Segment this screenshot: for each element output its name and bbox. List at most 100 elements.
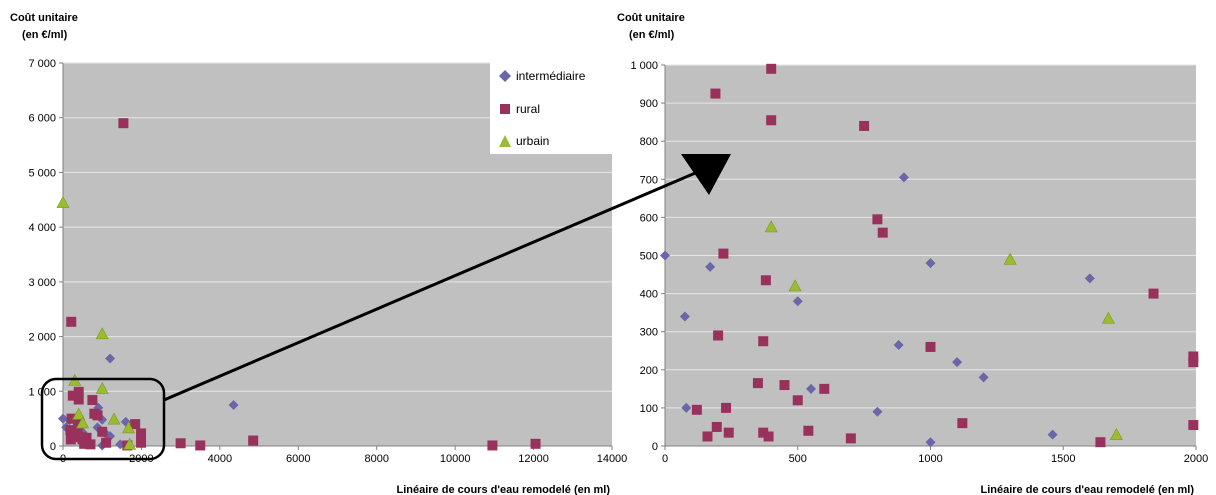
zoom-y-tick-label: 600 bbox=[640, 212, 658, 224]
zoom-series-rural-point bbox=[1095, 437, 1106, 448]
overview-x-tick-label: 10000 bbox=[440, 453, 471, 465]
zoom-series-intermediaire-point bbox=[898, 172, 909, 183]
zoom-x-tick-label: 500 bbox=[789, 453, 807, 465]
overview-series-rural-point bbox=[101, 437, 112, 448]
overview-series-urbain-point bbox=[107, 412, 121, 425]
zoom-series-intermediaire-point bbox=[925, 437, 936, 448]
overview-y-tick-label: 4 000 bbox=[28, 222, 56, 234]
overview-series-intermediaire-point bbox=[58, 413, 68, 424]
zoom-series-intermediaire-point bbox=[872, 406, 883, 417]
overview-series-rural-point bbox=[79, 438, 90, 449]
overview-y-tick-label: 6 000 bbox=[28, 113, 56, 125]
zoom-series-rural-point bbox=[752, 378, 763, 389]
overview-y-axis-title: Coût unitaire (en €/ml) bbox=[10, 10, 78, 44]
diamond-marker-icon bbox=[498, 69, 512, 83]
overview-series-rural-point bbox=[136, 428, 147, 439]
overview-series-rural-point bbox=[73, 394, 84, 405]
overview-y-axis-title-line2: (en €/ml) bbox=[22, 29, 68, 41]
overview-y-tick-label: 2 000 bbox=[28, 332, 56, 344]
overview-series-rural-point bbox=[130, 419, 141, 430]
overview-series-urbain-point bbox=[76, 416, 90, 429]
overview-series-intermediaire-point bbox=[228, 399, 239, 410]
zoom-series-intermediaire-point bbox=[792, 296, 803, 307]
overview-series-rural-point bbox=[87, 395, 98, 406]
zoom-x-tick-label: 2000 bbox=[1184, 453, 1208, 465]
legend-label: intermédiaire bbox=[516, 69, 586, 83]
zoom-series-rural-point bbox=[760, 275, 771, 286]
overview-series-rural-point bbox=[66, 316, 77, 327]
zoom-series-rural-point bbox=[758, 427, 769, 438]
overview-y-tick-label: 0 bbox=[50, 441, 56, 453]
zoom-series-rural-point bbox=[702, 431, 713, 442]
zoom-series-rural-point bbox=[718, 248, 729, 259]
zoom-series-intermediaire-point bbox=[1047, 429, 1058, 440]
triangle-marker-icon bbox=[498, 134, 512, 148]
overview-series-rural-point bbox=[85, 439, 96, 450]
zoom-arrow-head bbox=[681, 154, 731, 195]
overview-series-rural-point bbox=[65, 434, 76, 445]
zoom-arrow-line bbox=[163, 169, 701, 402]
zoom-y-tick-label: 400 bbox=[640, 289, 658, 301]
zoom-series-rural-point bbox=[766, 115, 777, 126]
overview-y-axis-title-line1: Coût unitaire bbox=[10, 12, 78, 24]
zoom-series-intermediaire-point bbox=[705, 261, 716, 272]
overview-series-intermediaire-point bbox=[105, 353, 116, 364]
overview-x-tick-label: 4000 bbox=[208, 453, 232, 465]
legend-label: rural bbox=[516, 102, 541, 116]
zoom-series-rural-point bbox=[803, 425, 814, 436]
zoom-y-tick-label: 1 000 bbox=[630, 60, 658, 72]
overview-series-urbain-point bbox=[56, 195, 70, 208]
zoom-region-highlight bbox=[40, 377, 166, 461]
zoom-y-tick-label: 300 bbox=[640, 327, 658, 339]
zoom-y-tick-label: 800 bbox=[640, 136, 658, 148]
legend-item-rural: rural bbox=[498, 101, 540, 117]
zoom-series-rural-point bbox=[877, 227, 888, 238]
overview-series-rural-point bbox=[530, 438, 541, 449]
overview-x-tick-label: 14000 bbox=[597, 453, 628, 465]
zoom-series-rural-point bbox=[691, 404, 702, 415]
legend-item-intermediaire: intermédiaire bbox=[498, 68, 585, 84]
overview-series-rural-point bbox=[72, 416, 83, 427]
zoom-series-urbain-point bbox=[1003, 252, 1017, 265]
zoom-series-rural-point bbox=[1188, 351, 1199, 362]
overview-series-rural-point bbox=[248, 435, 259, 446]
zoom-series-intermediaire-point bbox=[1084, 273, 1095, 284]
zoom-series-intermediaire-point bbox=[893, 340, 904, 351]
zoom-series-urbain-point bbox=[788, 279, 802, 292]
overview-series-urbain-point bbox=[121, 421, 135, 434]
overview-series-rural-point bbox=[195, 440, 206, 451]
overview-series-rural-point bbox=[73, 386, 84, 397]
overview-series-rural-point bbox=[136, 437, 147, 448]
zoom-series-intermediaire-point bbox=[978, 372, 989, 383]
zoom-series-intermediaire-point bbox=[806, 383, 817, 394]
overview-x-tick-label: 12000 bbox=[518, 453, 549, 465]
zoom-y-tick-label: 500 bbox=[640, 251, 658, 263]
overview-series-urbain-point bbox=[95, 327, 109, 340]
overview-y-tick-label: 7 000 bbox=[28, 58, 56, 70]
zoom-series-rural-point bbox=[721, 402, 732, 413]
zoom-x-tick-label: 1000 bbox=[918, 453, 942, 465]
zoom-y-axis-title: Coût unitaire (en €/ml) bbox=[617, 10, 685, 44]
zoom-series-intermediaire-point bbox=[660, 250, 670, 261]
overview-x-tick-label: 8000 bbox=[364, 453, 388, 465]
zoom-y-tick-label: 0 bbox=[652, 441, 658, 453]
zoom-series-urbain-point bbox=[764, 220, 778, 233]
zoom-series-rural-point bbox=[792, 395, 803, 406]
overview-series-rural-point bbox=[175, 438, 186, 449]
zoom-series-rural-point bbox=[859, 120, 870, 131]
zoom-series-intermediaire-point bbox=[952, 357, 963, 368]
zoom-series-rural-point bbox=[872, 214, 883, 225]
zoom-series-intermediaire-point bbox=[681, 402, 692, 413]
zoom-series-rural-point bbox=[925, 341, 936, 352]
zoom-series-rural-point bbox=[710, 88, 721, 99]
zoom-y-tick-label: 100 bbox=[640, 403, 658, 415]
zoom-series-rural-point bbox=[957, 418, 968, 429]
legend-label: urbain bbox=[516, 134, 550, 148]
zoom-series-intermediaire-point bbox=[679, 311, 690, 322]
overview-series-urbain-point bbox=[72, 407, 86, 420]
zoom-y-tick-label: 200 bbox=[640, 365, 658, 377]
zoom-y-tick-label: 700 bbox=[640, 174, 658, 186]
overview-x-tick-label: 6000 bbox=[286, 453, 310, 465]
zoom-series-rural-point bbox=[763, 431, 774, 442]
zoom-series-rural-point bbox=[1188, 420, 1199, 431]
